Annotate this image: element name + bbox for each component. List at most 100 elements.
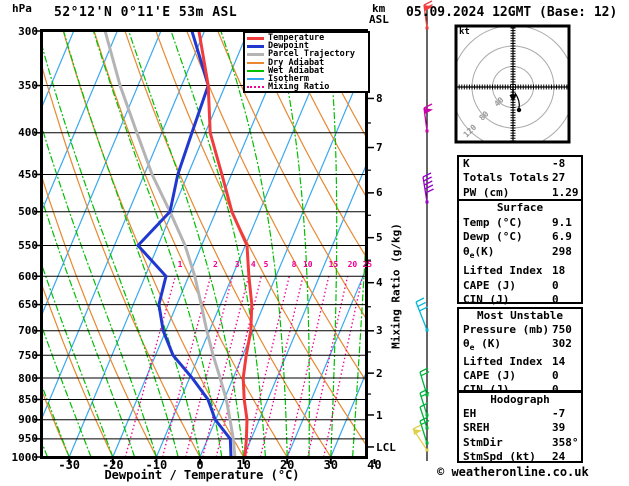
panel-box-hodograph: Hodograph EH -7 SREH 39 StmDir 358° StmSpd (kt)… <box>457 391 583 463</box>
mixing-ratio-axis-title: Mixing Ratio (g/kg) <box>389 223 403 349</box>
panel-row-value: 750 <box>552 323 572 336</box>
panel-row-label: K <box>463 157 470 170</box>
pressure-tick-900: 900 <box>18 413 38 427</box>
panel-row-cape-j-: CAPE (J) 0 <box>459 279 581 294</box>
panel-row-lifted-index: Lifted Index 18 <box>459 264 581 279</box>
panel-row-stmspd-kt-: StmSpd (kt) 24 <box>459 450 581 464</box>
pressure-tick-750: 750 <box>18 348 38 362</box>
station-title: 52°12'N 0°11'E 53m ASL <box>54 5 238 20</box>
pressure-tick-650: 650 <box>18 298 38 312</box>
panel-row-label: SREH <box>463 421 490 435</box>
km-tick-7: 7 <box>376 141 383 154</box>
legend-item-label: Parcel Trajectory <box>268 49 355 60</box>
panel-row-dewp-c-: Dewp (°C) 6.9 <box>459 230 581 245</box>
panel-row-value: 27 <box>552 171 566 185</box>
panel-row-value: 9.1 <box>552 215 572 229</box>
panel-row-value: 298 <box>552 245 572 259</box>
panel-row-temp-c-: Temp (°C) 9.1 <box>459 216 581 231</box>
panel-row-label: Temp (°C) <box>463 215 523 229</box>
panel-row-label: θe(K) <box>463 245 495 261</box>
legend-item-dewpoint: Dewpoint <box>247 41 368 52</box>
mixing-ratio-label-5: 5 <box>263 260 269 269</box>
panel-row-cin-j-: CIN (J) 0 <box>459 293 581 308</box>
mixing-ratio-label-25: 25 <box>362 260 373 269</box>
mixing-ratio-label-8: 8 <box>291 260 297 269</box>
legend-item-label: Temperature <box>268 33 325 44</box>
pressure-tick-400: 400 <box>18 126 38 140</box>
panel-row-label: PW (cm) <box>463 185 510 199</box>
pressure-axis-unit-label: hPa <box>12 2 32 15</box>
panel-row-label: Dewp (°C) <box>463 230 523 244</box>
mixing-ratio-label-3: 3 <box>234 260 240 269</box>
hodograph-frame <box>454 24 571 144</box>
legend-item-label: Dry Adiabat <box>268 57 325 68</box>
legend-line-sample <box>247 52 264 56</box>
temp-tick-30: 30 <box>323 458 339 472</box>
altitude-axis-unit-km: km <box>372 2 386 15</box>
x-axis-title: Dewpoint / Temperature (°C) <box>104 468 300 482</box>
panel-row-label: Pressure (mb) <box>463 323 550 336</box>
pressure-tick-850: 850 <box>18 393 38 406</box>
legend-line-sample <box>247 69 264 72</box>
panel-row-label: θe (K) <box>463 337 501 353</box>
legend-item-label: Isotherm <box>268 74 309 85</box>
panel-row-label: StmDir <box>463 435 503 449</box>
legend-item-label: Mixing Ratio <box>268 82 330 93</box>
panel-row-label: Lifted Index <box>463 264 543 277</box>
panel-section-header: Hodograph <box>490 393 550 406</box>
panel-row-value: 39 <box>552 421 566 435</box>
panel-section-header: Surface <box>496 201 544 214</box>
temp-tick-20: 20 <box>279 458 295 472</box>
mixing-ratio-label-1: 1 <box>177 260 183 269</box>
panel-row--e-k-: θe(K) 298 <box>459 245 581 264</box>
legend-item-isotherm: Isotherm <box>247 75 368 83</box>
panel-row-k: K -8 <box>459 157 581 171</box>
panel-row-label: StmSpd (kt) <box>463 449 536 463</box>
temp-tick-40: 40 <box>367 458 382 472</box>
temp-tick-0: 0 <box>196 458 204 472</box>
legend-item-label: Dewpoint <box>268 41 309 52</box>
mixing-ratio-label-2: 2 <box>212 260 218 269</box>
panel-row-value: -8 <box>552 157 566 170</box>
km-tick-3: 3 <box>376 324 383 338</box>
km-tick-4: 4 <box>376 276 383 290</box>
panel-row-cape-j-: CAPE (J) 0 <box>459 369 581 383</box>
legend-item-dry-adiabat: Dry Adiabat <box>247 57 368 68</box>
copyright-text: © weatheronline.co.uk <box>437 465 589 479</box>
panel-row-label: CAPE (J) <box>463 369 516 383</box>
panel-row-value: 0 <box>552 383 559 397</box>
run-datetime: 05.09.2024 12GMT (Base: 12) <box>406 5 618 20</box>
legend-line-sample <box>247 78 264 81</box>
km-tick-2: 2 <box>376 366 383 380</box>
panel-row-lifted-index: Lifted Index 14 <box>459 355 581 369</box>
pressure-tick-500: 500 <box>18 205 38 219</box>
panel-row-eh: EH -7 <box>459 407 581 421</box>
panel-row-value: 302 <box>552 337 572 350</box>
legend-line-sample <box>247 36 264 40</box>
temp-tick--20: -20 <box>101 458 124 472</box>
panel-row--e-k-: θe (K) 302 <box>459 337 581 355</box>
panel-box-most-unstable: Most Unstable Pressure (mb) 750 θe (K) 302 Li… <box>457 307 583 396</box>
panel-row-value: 24 <box>552 449 566 463</box>
panel-row-pw-cm-: PW (cm) 1.29 <box>459 186 581 200</box>
pressure-tick-600: 600 <box>18 269 38 283</box>
panel-row-value: 358° <box>552 435 579 449</box>
panel-row-value: 0 <box>552 278 559 292</box>
legend-line-sample <box>247 44 264 48</box>
panel-row-label: CIN (J) <box>463 293 510 307</box>
legend-line-sample <box>247 61 264 64</box>
lcl-label: LCL <box>376 440 396 454</box>
panel-box-surface: Surface Temp (°C) 9.1 Dewp (°C) 6.9 θe(K) 298 L… <box>457 199 583 306</box>
legend-line-sample <box>247 86 264 89</box>
panel-row-value: 0 <box>552 369 559 383</box>
panel-row-value: 14 <box>552 355 566 369</box>
legend-item-temperature: Temperature <box>247 34 368 42</box>
panel-row-label: Lifted Index <box>463 355 543 369</box>
altitude-axis-unit-asl: ASL <box>369 13 389 26</box>
temp-tick--30: -30 <box>58 458 81 472</box>
km-tick-1: 1 <box>376 408 383 422</box>
panel-row-value: -7 <box>552 407 566 421</box>
panel-row-totals-totals: Totals Totals 27 <box>459 171 581 185</box>
